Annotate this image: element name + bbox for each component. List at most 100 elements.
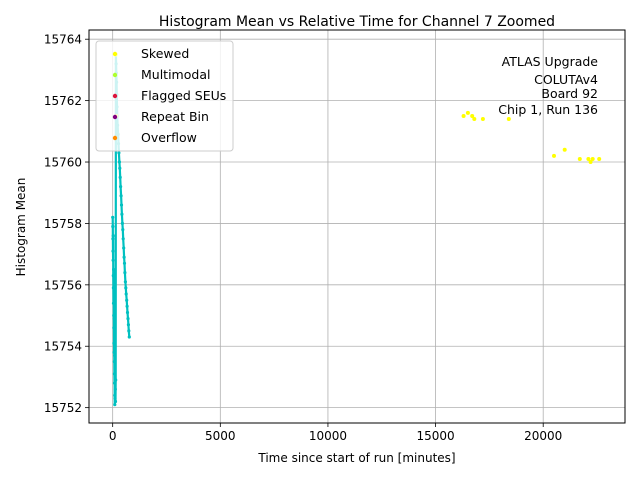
data-point-skewed	[480, 117, 485, 121]
data-point	[124, 292, 128, 296]
annotation-line: ATLAS Upgrade	[502, 54, 599, 69]
x-axis-label: Time since start of run [minutes]	[257, 451, 455, 465]
legend-box	[95, 40, 234, 152]
legend: Skewed Multimodal Flagged SEUs Repeat Bi…	[95, 40, 234, 152]
x-axis-ticks: 0 5000 10000 15000 20000	[109, 423, 562, 443]
data-point	[127, 335, 131, 339]
data-point	[113, 399, 118, 404]
data-point	[111, 224, 115, 229]
legend-marker-overflow	[112, 135, 118, 141]
data-point	[112, 360, 116, 364]
y-tick-label: 15764	[44, 33, 82, 47]
annotation-line: COLUTAv4	[534, 72, 598, 87]
data-point	[120, 221, 124, 225]
data-point	[112, 350, 116, 354]
data-point-skewed	[577, 157, 582, 161]
y-axis-label: Histogram Mean	[14, 178, 28, 277]
data-point	[125, 310, 130, 315]
data-point	[112, 313, 116, 318]
data-point	[113, 393, 117, 397]
x-tick-label: 15000	[416, 429, 454, 443]
y-tick-label: 15756	[44, 278, 82, 292]
data-point	[126, 323, 130, 327]
data-point	[117, 151, 121, 155]
data-point	[123, 280, 127, 284]
data-point	[112, 326, 116, 330]
data-point	[111, 215, 115, 219]
data-point-skewed	[586, 157, 591, 161]
legend-entry-skewed: Skewed	[112, 46, 189, 61]
data-point-skewed	[590, 157, 595, 161]
x-tick-label: 0	[109, 429, 117, 443]
legend-entry-overflow: Overflow	[112, 130, 197, 145]
data-point-skewed	[597, 157, 602, 161]
annotation-line: Board 92	[541, 86, 598, 101]
data-point	[122, 261, 127, 265]
y-tick-label: 15752	[44, 401, 82, 415]
data-point	[113, 403, 117, 407]
y-tick-label: 15754	[44, 340, 82, 354]
data-point	[113, 387, 117, 391]
data-point-skewed	[552, 153, 556, 158]
data-point	[122, 246, 126, 250]
data-point	[119, 185, 123, 189]
data-point-skewed	[588, 160, 593, 164]
data-point	[112, 372, 116, 376]
plot-frame	[88, 29, 626, 424]
data-point	[121, 228, 125, 232]
data-point	[111, 301, 116, 305]
data-point	[111, 234, 115, 238]
data-point-skewed	[470, 114, 475, 118]
x-tick-label: 5000	[205, 429, 236, 443]
data-point	[111, 258, 115, 262]
legend-label-overflow: Overflow	[141, 130, 197, 145]
data-point	[112, 381, 117, 385]
data-point	[111, 286, 115, 290]
data-point	[111, 237, 115, 241]
x-tick-label: 10000	[309, 429, 347, 443]
data-point-skewed	[465, 110, 470, 115]
data-point	[118, 175, 122, 179]
legend-marker-repeat-bin	[112, 114, 118, 120]
data-point	[118, 166, 122, 170]
data-point-skewed	[472, 117, 477, 121]
data-point	[114, 378, 118, 382]
data-point	[112, 341, 116, 345]
data-point	[125, 304, 129, 308]
y-tick-label: 15758	[44, 217, 82, 231]
x-tick-label: 20000	[524, 429, 562, 443]
annotation-line: Chip 1, Run 136	[498, 102, 598, 117]
data-point	[113, 353, 117, 358]
chart-title: Histogram Mean vs Relative Time for Chan…	[159, 14, 555, 30]
data-point	[124, 286, 128, 290]
legend-marker-flagged-seus	[112, 93, 118, 99]
legend-entry-repeat-bin: Repeat Bin	[112, 109, 209, 124]
data-point	[113, 396, 117, 400]
data-point	[119, 194, 123, 198]
data-point	[122, 255, 126, 259]
data-point	[126, 317, 130, 321]
data-point	[111, 249, 115, 253]
legend-entry-flagged-seus: Flagged SEUs	[112, 88, 226, 103]
legend-label-multimodal: Multimodal	[141, 67, 210, 82]
legend-label-repeat-bin: Repeat Bin	[141, 109, 209, 124]
data-point-skewed	[506, 117, 511, 121]
grid	[89, 30, 625, 423]
data-point	[112, 267, 116, 272]
data-point	[123, 271, 127, 275]
data-point-skewed	[562, 147, 567, 152]
legend-label-skewed: Skewed	[141, 46, 189, 61]
data-point-skewed	[461, 114, 466, 118]
data-point	[121, 237, 125, 241]
data-point	[117, 160, 121, 164]
data-point	[112, 317, 116, 321]
y-tick-label: 15762	[44, 94, 82, 108]
legend-label-flagged-seus: Flagged SEUs	[141, 88, 226, 103]
y-axis-ticks: 15752 15754 15756 15758 15760 15762 15764	[44, 33, 89, 415]
legend-entry-multimodal: Multimodal	[112, 67, 210, 82]
data-point	[125, 298, 129, 302]
legend-marker-multimodal	[112, 72, 118, 78]
data-point	[119, 203, 124, 207]
y-tick-label: 15760	[44, 156, 82, 170]
